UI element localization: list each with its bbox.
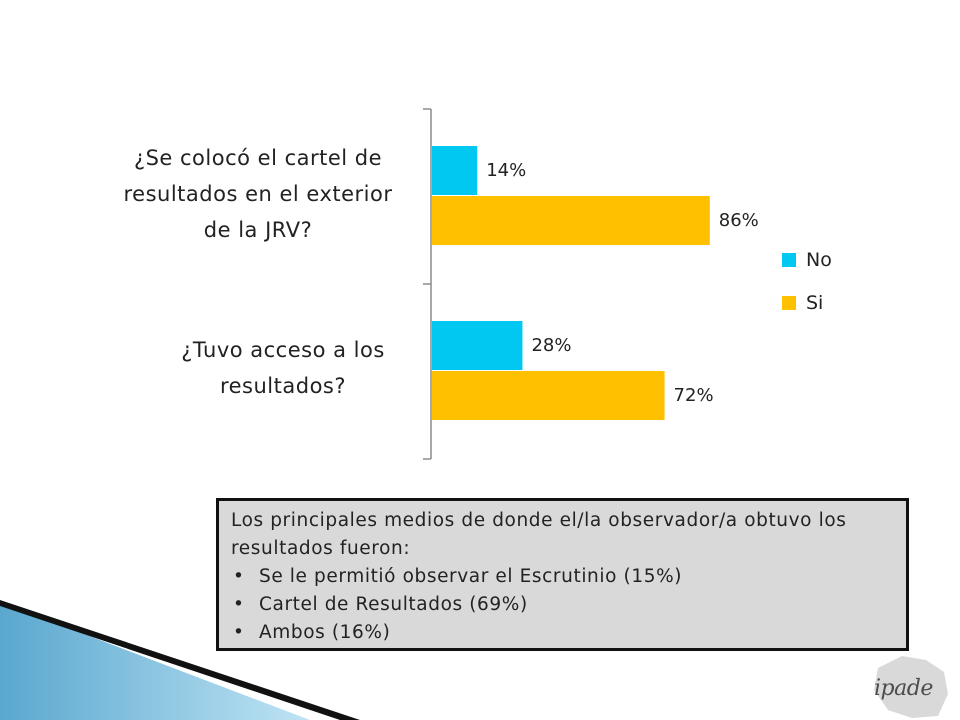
data-label-no-2: 28% (531, 335, 571, 356)
legend-label-si: Si (806, 292, 824, 314)
category-label-2-line-2: resultados? (219, 374, 347, 398)
legend-swatch-no (782, 253, 796, 267)
legend-swatch-si (782, 296, 796, 310)
category-label-1: ¿Se colocó el cartel de resultados en el… (100, 140, 416, 248)
black-stripe-shape (0, 600, 360, 720)
category-label-1-line-3: de la JRV? (203, 218, 313, 242)
bar-si-1 (432, 196, 710, 245)
legend-label-no: No (806, 249, 832, 271)
legend-item-si: Si (782, 291, 823, 315)
bar-no-2 (432, 321, 523, 370)
findings-box: Los principales medios de donde el/la ob… (216, 498, 909, 651)
findings-item: Se le permitió observar el Escrutinio (1… (231, 563, 894, 591)
bar-no-1 (432, 146, 478, 195)
ipade-logo: ipade (874, 676, 933, 701)
findings-item: Cartel de Resultados (69%) (231, 591, 894, 619)
findings-list: Se le permitió observar el Escrutinio (1… (231, 563, 894, 647)
findings-item: Ambos (16%) (231, 619, 894, 647)
legend-item-no: No (782, 248, 832, 272)
data-label-no-1: 14% (486, 160, 526, 181)
findings-intro: Los principales medios de donde el/la ob… (231, 510, 847, 559)
logo-map-shape (874, 656, 948, 718)
data-label-si-2: 72% (674, 385, 714, 406)
bar-si-2 (432, 371, 665, 420)
category-label-2: ¿Tuvo acceso a los resultados? (150, 332, 416, 404)
data-label-si-1: 86% (719, 210, 759, 231)
category-label-2-line-1: ¿Tuvo acceso a los (181, 338, 385, 362)
category-label-1-line-2: resultados en el exterior (123, 182, 393, 206)
category-label-1-line-1: ¿Se colocó el cartel de (133, 146, 383, 170)
